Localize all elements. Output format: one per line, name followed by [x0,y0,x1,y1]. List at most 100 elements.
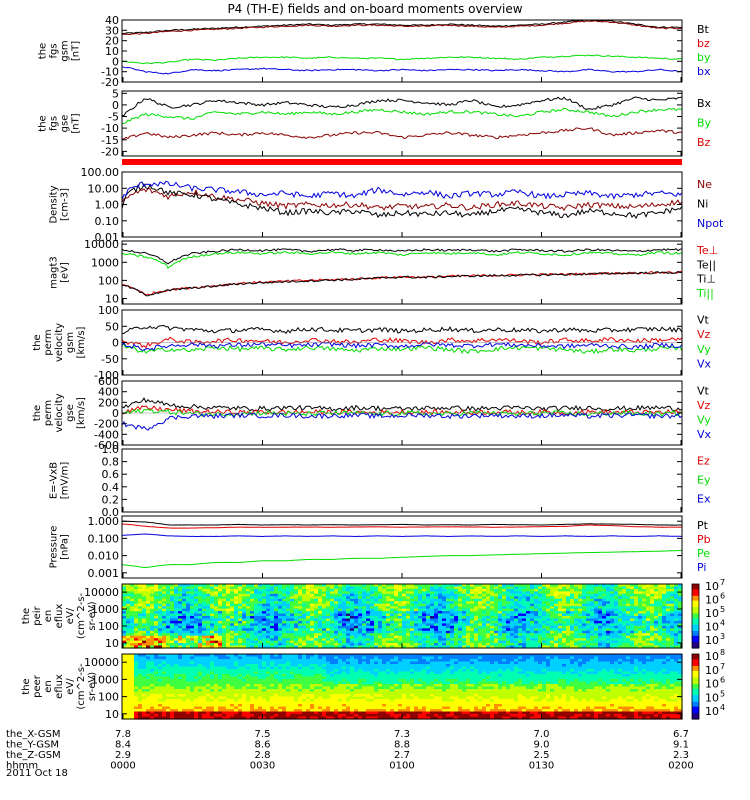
spectrogram-cell [426,611,431,615]
spectrogram-cell [558,643,563,647]
spectrogram-cell [526,638,531,642]
colorbar-cell [692,617,699,620]
spectrogram-cell [490,640,495,644]
spectrogram-cell [542,618,547,622]
spectrogram-cell [230,681,235,685]
spectrogram-cell [514,616,519,620]
spectrogram-cell [254,699,259,703]
spectrogram-cell [382,613,387,617]
spectrogram-cell [162,676,167,680]
spectrogram-cell [486,633,491,637]
spectrogram-cell [450,635,455,639]
spectrogram-cell [622,628,627,632]
spectrogram-cell [246,613,251,617]
spectrogram-cell [314,628,319,632]
spectrogram-cell [210,593,215,597]
spectrogram-cell [670,618,675,622]
spectrogram-cell [666,611,671,615]
spectrogram-cell [422,593,427,597]
spectrogram-cell [418,623,423,627]
spectrogram-cell [530,623,535,627]
spectrogram-cell [622,640,627,644]
spectrogram-cell [234,709,239,713]
spectrogram-cell [242,598,247,602]
spectrogram-cell [398,630,403,634]
spectrogram-cell [318,623,323,627]
spectrogram-cell [466,635,471,639]
spectrogram-cell [514,598,519,602]
spectrogram-cell [554,591,559,595]
spectrogram-cell [462,616,467,620]
spectrogram-cell [198,676,203,680]
spectrogram-cell [518,584,523,588]
spectrogram-cell [642,586,647,590]
spectrogram-cell [206,656,211,660]
spectrogram-cell [634,633,639,637]
spectrogram-cell [270,586,275,590]
spectrogram-cell [554,593,559,597]
spectrogram-cell [346,638,351,642]
spectrogram-cell [246,586,251,590]
spectrogram-cell [214,623,219,627]
ytick-label: 200 [98,396,119,409]
spectrogram-cell [502,623,507,627]
spectrogram-cell [162,679,167,683]
spectrogram-cell [534,613,539,617]
spectrogram-cell [614,603,619,607]
spectrogram-cell [554,601,559,605]
spectrogram-cell [126,635,131,639]
spectrogram-cell [426,618,431,622]
legend-density-0: Ne [697,178,712,191]
spectrogram-cell [322,593,327,597]
spectrogram-cell [394,593,399,597]
spectrogram-cell [282,596,287,600]
spectrogram-cell [266,696,271,700]
spectrogram-cell [450,601,455,605]
spectrogram-cell [146,620,151,624]
spectrogram-cell [678,638,683,642]
spectrogram-cell [650,635,655,639]
spectrogram-cell [310,640,315,644]
spectrogram-cell [510,645,515,649]
spectrogram-cell [218,664,223,668]
colorbar-cell [692,643,699,646]
series-temperature-1 [121,270,683,297]
spectrogram-cell [166,699,171,703]
spectrogram-cell [258,603,263,607]
spectrogram-cell [174,659,179,663]
spectrogram-cell [514,601,519,605]
spectrogram-cell [566,601,571,605]
y-axis-label-line: [mV/m] [60,462,71,500]
ytick-label: 100 [98,304,119,317]
spectrogram-cell [258,640,263,644]
spectrogram-cell [570,584,575,588]
spectrogram-cell [474,584,479,588]
spectrogram-cell [678,640,683,644]
spectrogram-cell [414,625,419,629]
spectrogram-cell [178,674,183,678]
spectrogram-cell [534,593,539,597]
spectrogram-cell [230,661,235,665]
spectrogram-cell [258,643,263,647]
spectrogram-cell [558,645,563,649]
spectrogram-cell [150,684,155,688]
spectrogram-cell [226,603,231,607]
spectrogram-cell [322,611,327,615]
spectrogram-cell [518,611,523,615]
spectrogram-cell [578,613,583,617]
spectrogram-cell [490,591,495,595]
spectrogram-cell [538,623,543,627]
spectrogram-cell [166,643,171,647]
spectrogram-cell [490,596,495,600]
spectrogram-cell [174,601,179,605]
spectrogram-cell [406,630,411,634]
spectrogram-cell [174,586,179,590]
spectrogram-cell [658,596,663,600]
spectrogram-cell [142,716,147,720]
spectrogram-cell [458,616,463,620]
spectrogram-cell [458,584,463,588]
spectrogram-cell [206,601,211,605]
spectrogram-cell [246,696,251,700]
spectrogram-cell [226,591,231,595]
spectrogram-cell [206,681,211,685]
